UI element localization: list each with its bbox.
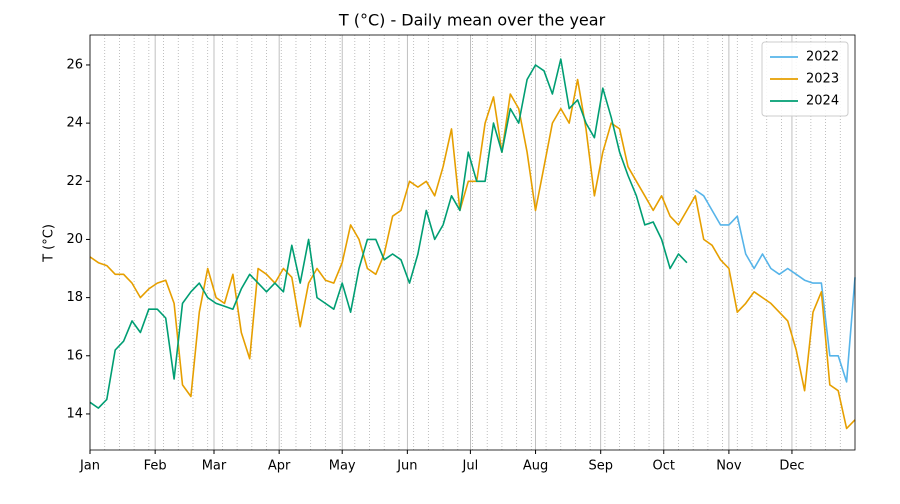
y-tick-label: 14 [66, 406, 83, 421]
x-tick-label: Dec [779, 459, 804, 474]
y-tick-label: 16 [66, 348, 83, 363]
x-tick-label: Mar [202, 459, 227, 474]
y-tick-label: 26 [66, 57, 83, 72]
y-tick-label: 22 [66, 174, 83, 189]
plot-frame [89, 34, 856, 451]
x-tick-label: Jun [396, 459, 417, 474]
legend-label: 2023 [806, 72, 839, 87]
x-tick-label: Sep [588, 459, 613, 474]
legend-box [761, 41, 849, 117]
x-tick-label: Feb [144, 459, 167, 474]
x-tick-label: Oct [653, 459, 675, 474]
chart-title: T (°C) - Daily mean over the year [338, 11, 606, 30]
data-line [694, 189, 856, 383]
legend: 2022 2023 2024 [761, 41, 849, 117]
data-line [89, 78, 856, 430]
legend-label: 2024 [806, 94, 839, 109]
y-tick-label: 24 [66, 116, 83, 131]
y-tick-label: 20 [66, 232, 83, 247]
x-tick-label: Aug [523, 459, 548, 474]
x-tick-label: Apr [268, 459, 291, 474]
y-axis-label: T (°C) [42, 224, 57, 263]
y-tick-label: 18 [66, 290, 83, 305]
x-tick-label: May [329, 459, 356, 474]
data-line [89, 58, 688, 409]
x-tick-label: Nov [716, 459, 742, 474]
x-tick-label: Jul [462, 459, 479, 474]
x-tick-label: Jan [79, 459, 100, 474]
legend-label: 2022 [806, 50, 839, 65]
